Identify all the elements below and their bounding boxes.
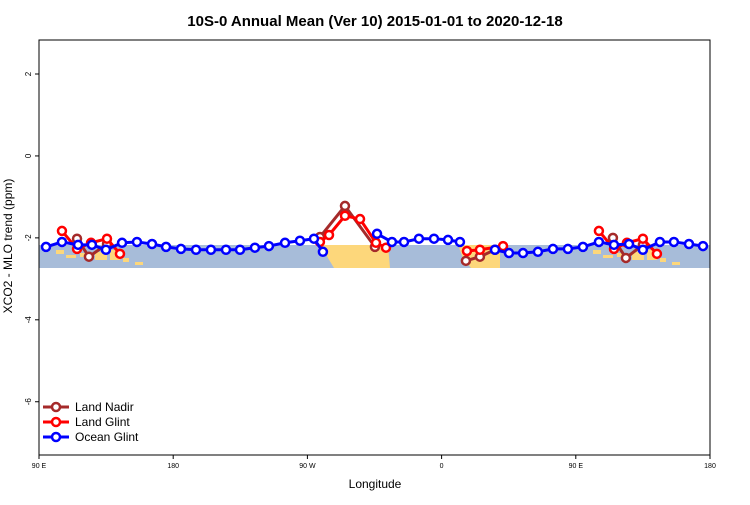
data-point xyxy=(460,255,472,267)
data-point xyxy=(205,244,217,256)
x-tick-label: 180 xyxy=(704,463,716,470)
data-point xyxy=(489,244,501,256)
data-point xyxy=(339,200,351,212)
y-tick-label: -2 xyxy=(24,234,33,242)
x-tick-label: 180 xyxy=(167,463,179,470)
data-point xyxy=(398,236,410,248)
data-point xyxy=(263,240,275,252)
data-point xyxy=(413,233,425,244)
data-point xyxy=(697,240,709,252)
data-point xyxy=(160,241,172,253)
data-point xyxy=(380,242,392,253)
x-tick-label: 0 xyxy=(440,463,444,470)
data-point xyxy=(683,238,695,250)
legend-marker xyxy=(50,431,62,443)
data-point xyxy=(593,225,605,237)
legend-marker xyxy=(50,416,62,428)
data-point xyxy=(442,234,454,246)
data-point xyxy=(503,247,515,259)
data-point xyxy=(428,233,440,244)
data-point xyxy=(354,213,366,225)
data-point xyxy=(370,237,382,249)
data-point xyxy=(637,244,649,256)
legend-label: Land Glint xyxy=(75,415,130,429)
y-tick-label: -6 xyxy=(24,398,33,406)
data-point xyxy=(562,243,574,255)
legend-marker xyxy=(50,401,62,413)
data-point xyxy=(547,243,559,255)
data-point xyxy=(461,245,473,257)
series-ocean-glint xyxy=(40,228,709,259)
data-point xyxy=(234,244,246,256)
data-point xyxy=(116,237,128,249)
x-tick-label: 90 E xyxy=(569,463,584,470)
data-point xyxy=(323,229,335,241)
data-point xyxy=(146,238,158,250)
data-point xyxy=(308,233,320,244)
legend-label: Land Nadir xyxy=(75,400,134,414)
legend-item: Land Nadir xyxy=(43,400,134,414)
data-point xyxy=(371,228,383,240)
legend-item: Land Glint xyxy=(43,415,130,429)
data-point xyxy=(294,235,306,246)
data-point xyxy=(131,236,143,248)
data-point xyxy=(668,236,680,248)
data-point xyxy=(190,244,202,256)
data-point xyxy=(593,236,605,248)
x-axis: 90 E 180 90 W 0 90 E 180 xyxy=(32,455,716,470)
y-tick-label: 2 xyxy=(24,71,33,76)
data-point xyxy=(72,239,84,251)
data-point xyxy=(577,241,589,253)
data-point xyxy=(339,210,351,222)
y-tick-label: 0 xyxy=(24,153,33,158)
data-point xyxy=(40,241,52,253)
data-point xyxy=(497,240,509,252)
data-point xyxy=(83,251,95,262)
y-axis: 2 0 -2 -4 -6 xyxy=(24,71,39,405)
data-point xyxy=(114,248,126,260)
series-layer xyxy=(40,200,709,267)
data-point xyxy=(249,242,261,253)
data-point xyxy=(175,243,187,255)
data-point xyxy=(100,244,112,256)
data-point xyxy=(474,244,486,256)
data-point xyxy=(654,236,666,248)
data-point xyxy=(56,236,68,248)
chart-title: 10S-0 Annual Mean (Ver 10) 2015-01-01 to… xyxy=(187,13,562,30)
data-point xyxy=(317,246,329,258)
plot-frame xyxy=(38,39,711,456)
data-point xyxy=(56,225,68,237)
data-point xyxy=(637,233,649,244)
data-point xyxy=(454,236,466,248)
data-point xyxy=(101,233,113,244)
y-tick-label: -4 xyxy=(24,316,33,324)
legend-item: Ocean Glint xyxy=(43,430,139,444)
data-point xyxy=(86,239,98,251)
data-point xyxy=(220,244,232,256)
data-point xyxy=(608,239,620,251)
data-point xyxy=(651,248,663,260)
data-point xyxy=(623,238,635,250)
y-axis-label: XCO2 - MLO trend (ppm) xyxy=(1,179,15,314)
data-point xyxy=(620,252,632,264)
data-point xyxy=(532,246,544,258)
data-point xyxy=(279,237,291,249)
legend-label: Ocean Glint xyxy=(75,430,139,444)
data-point xyxy=(517,247,529,259)
x-tick-label: 90 W xyxy=(299,463,316,470)
data-point xyxy=(386,236,398,248)
x-tick-label: 90 E xyxy=(32,463,47,470)
x-axis-label: Longitude xyxy=(349,477,402,491)
